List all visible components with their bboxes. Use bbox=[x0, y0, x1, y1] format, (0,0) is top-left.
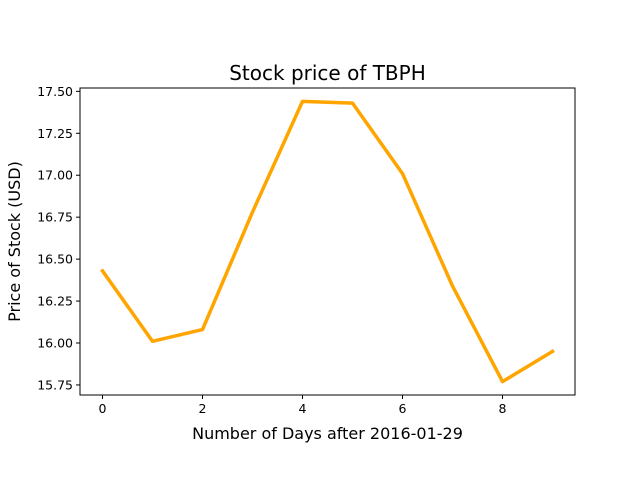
x-tick-label: 2 bbox=[199, 401, 207, 416]
x-axis-label: Number of Days after 2016-01-29 bbox=[192, 424, 463, 443]
y-tick-label: 16.50 bbox=[37, 252, 73, 267]
y-tick-label: 16.75 bbox=[37, 210, 73, 225]
x-tick-label: 0 bbox=[99, 401, 107, 416]
y-axis-label: Price of Stock (USD) bbox=[5, 161, 24, 322]
y-tick-label: 17.50 bbox=[37, 84, 73, 99]
y-tick-label: 17.25 bbox=[37, 126, 73, 141]
series-line bbox=[100, 99, 555, 384]
y-tick-label: 16.00 bbox=[37, 335, 73, 350]
y-axis-ticks: 15.75 16.00 16.25 16.50 16.75 17.00 17.25 17.50 bbox=[37, 84, 80, 392]
y-tick-label: 17.00 bbox=[37, 168, 73, 183]
chart-title: Stock price of TBPH bbox=[229, 61, 426, 85]
x-tick-label: 6 bbox=[399, 401, 407, 416]
y-tick-label: 16.25 bbox=[37, 294, 73, 309]
y-tick-label: 15.75 bbox=[37, 377, 73, 392]
series-layer bbox=[100, 99, 555, 384]
x-axis-ticks: 0 2 4 6 8 bbox=[99, 395, 507, 416]
plot-frame bbox=[79, 87, 576, 396]
x-tick-label: 8 bbox=[499, 401, 507, 416]
x-tick-label: 4 bbox=[299, 401, 307, 416]
